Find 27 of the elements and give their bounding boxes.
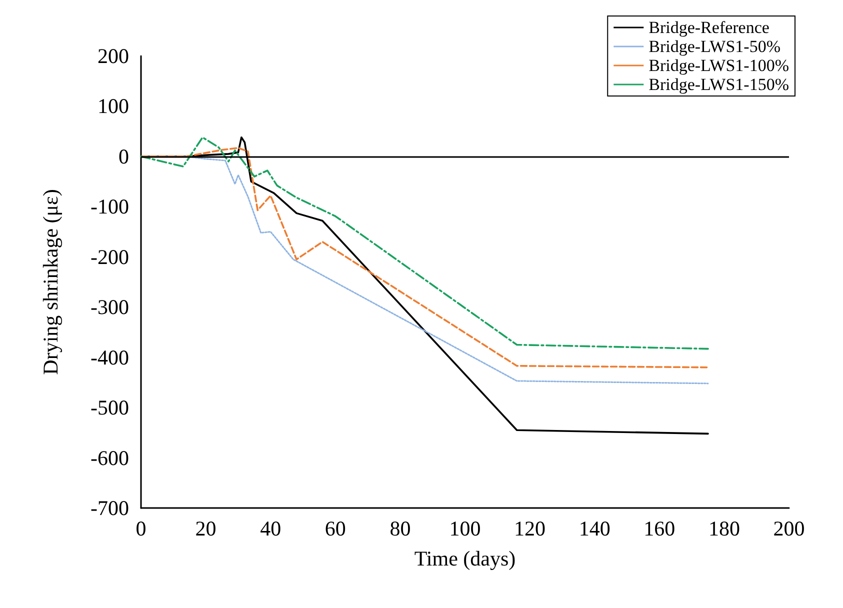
y-tick-label: 100	[98, 94, 129, 118]
y-tick-label: -700	[90, 496, 129, 520]
y-tick-label: -500	[90, 396, 129, 420]
x-tick-label: 20	[195, 516, 216, 540]
x-tick-label: 0	[136, 516, 146, 540]
y-tick-label: -100	[90, 194, 129, 219]
y-axis-title: Drying shrinkage (με)	[38, 189, 62, 375]
x-tick-label: 80	[390, 516, 411, 540]
x-tick-label: 120	[514, 516, 546, 540]
x-tick-label: 100	[449, 516, 481, 540]
y-tick-label: -300	[90, 295, 129, 320]
x-tick-label: 180	[708, 516, 740, 540]
x-axis-title: Time (days)	[414, 546, 516, 570]
y-tick-label: -200	[90, 244, 129, 269]
x-tick-label: 40	[260, 516, 282, 540]
legend-label: Bridge-LWS1-50%	[648, 37, 780, 56]
legend-label: Bridge-Reference	[648, 18, 770, 37]
y-tick-label: -600	[90, 446, 129, 470]
y-tick-label: 200	[98, 44, 129, 68]
y-tick-label: -400	[90, 345, 129, 370]
x-tick-label: 60	[324, 516, 346, 540]
x-tick-label: 200	[773, 516, 805, 540]
x-tick-label: 140	[578, 516, 610, 540]
legend-label: Bridge-LWS1-150%	[648, 75, 789, 94]
y-tick-label: 0	[118, 144, 129, 168]
x-tick-label: 160	[644, 516, 676, 540]
legend-label: Bridge-LWS1-100%	[648, 56, 789, 75]
